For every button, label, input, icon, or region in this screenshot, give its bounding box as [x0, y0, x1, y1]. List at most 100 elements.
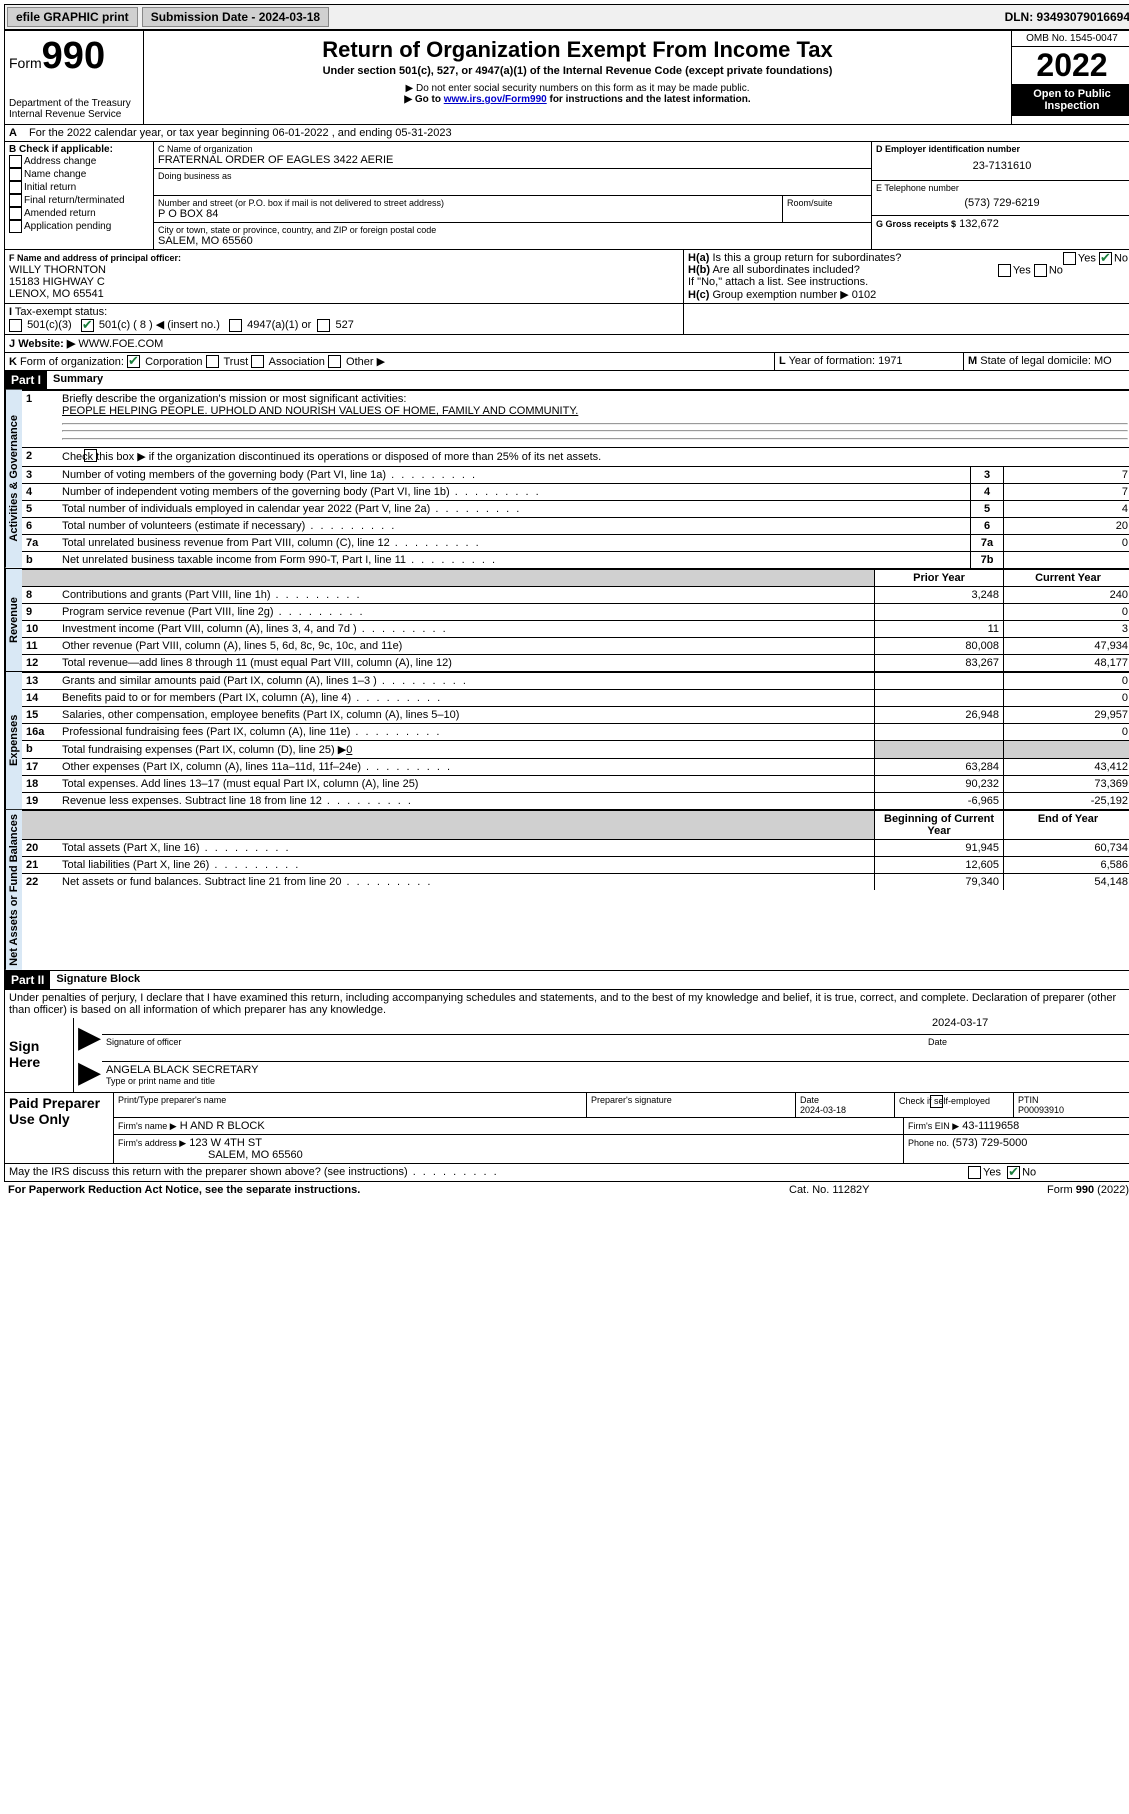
form-org-block: K Form of organization: Corporation Trus…	[4, 353, 1129, 372]
firm-phone: (573) 729-5000	[952, 1137, 1027, 1149]
checkbox-corp[interactable]	[127, 355, 140, 368]
efile-print-button[interactable]: efile GRAPHIC print	[7, 7, 138, 27]
label-city: City or town, state or province, country…	[158, 225, 867, 235]
dln-label: DLN: 93493079016694	[1005, 10, 1129, 24]
c12: 48,177	[1004, 654, 1129, 671]
form-subtitle: Under section 501(c), 527, or 4947(a)(1)…	[148, 65, 1007, 77]
form-ref-num: 990	[1076, 1184, 1094, 1196]
checkbox-501c[interactable]	[81, 319, 94, 332]
c21: 6,586	[1004, 856, 1129, 873]
q16b-label: Total fundraising expenses (Part IX, col…	[62, 744, 346, 756]
checkbox-discontinued[interactable]	[84, 449, 97, 462]
discuss-no: No	[1022, 1166, 1036, 1178]
note-link: ▶ Go to www.irs.gov/Form990 for instruct…	[148, 94, 1007, 105]
label-assoc: Association	[269, 356, 325, 368]
officer-addr1: 15183 HIGHWAY C	[9, 276, 105, 288]
label-4947: 4947(a)(1) or	[247, 319, 311, 331]
firm-addr-label: Firm's address ▶	[118, 1138, 186, 1148]
text-ha: Is this a group return for subordinates?	[712, 252, 901, 264]
tax-status-block: I Tax-exempt status: 501(c)(3) 501(c) ( …	[4, 304, 1129, 335]
sign-date-label: Date	[928, 1037, 1128, 1047]
v3: 7	[1004, 466, 1129, 483]
q5-label: Total number of individuals employed in …	[62, 503, 430, 515]
label-501c3: 501(c)(3)	[27, 319, 72, 331]
checkbox-trust[interactable]	[206, 355, 219, 368]
sign-here-label: Sign Here	[5, 1018, 74, 1092]
netassets-table: Beginning of Current YearEnd of Year 20T…	[22, 810, 1129, 890]
checkbox-application-pending[interactable]	[9, 220, 22, 233]
checkbox-hb-yes[interactable]	[998, 264, 1011, 277]
header-current: Current Year	[1004, 569, 1129, 586]
c22: 54,148	[1004, 873, 1129, 890]
q3-label: Number of voting members of the governin…	[62, 469, 386, 481]
label-phone: E Telephone number	[876, 183, 1128, 193]
q13-label: Grants and similar amounts paid (Part IX…	[62, 675, 377, 687]
label-address-change: Address change	[24, 156, 96, 167]
sign-here-block: Sign Here ▶▶ Signature of officer Date 2…	[4, 1018, 1129, 1093]
officer-group-block: F Name and address of principal officer:…	[4, 250, 1129, 304]
footer-row: For Paperwork Reduction Act Notice, see …	[4, 1182, 1129, 1198]
paperwork-notice: For Paperwork Reduction Act Notice, see …	[8, 1184, 789, 1196]
c13: 0	[1004, 672, 1129, 689]
label-i: I	[9, 306, 12, 318]
label-initial-return: Initial return	[24, 182, 76, 193]
firm-addr2: SALEM, MO 65560	[208, 1149, 303, 1161]
q16b-val: 0	[346, 744, 352, 756]
form-num: 990	[42, 35, 105, 77]
checkbox-501c3[interactable]	[9, 319, 22, 332]
checkbox-other[interactable]	[328, 355, 341, 368]
label-officer: F Name and address of principal officer:	[9, 253, 181, 263]
hc-value: 0102	[852, 289, 876, 301]
type-name-label: Type or print name and title	[106, 1076, 1128, 1086]
note-ssn: ▶ Do not enter social security numbers o…	[148, 83, 1007, 94]
checkbox-ha-yes[interactable]	[1063, 252, 1076, 265]
irs-link[interactable]: www.irs.gov/Form990	[444, 94, 547, 105]
form-word: Form	[9, 55, 42, 71]
checkbox-527[interactable]	[317, 319, 330, 332]
side-netassets: Net Assets or Fund Balances	[5, 810, 22, 970]
label-name-change: Name change	[24, 169, 86, 180]
checkbox-4947[interactable]	[229, 319, 242, 332]
label-no: No	[1114, 252, 1128, 264]
p21: 12,605	[875, 856, 1004, 873]
p10: 11	[875, 620, 1004, 637]
label-m: M	[968, 355, 977, 367]
checkbox-assoc[interactable]	[251, 355, 264, 368]
form-ref: Form 990 (2022)	[989, 1184, 1129, 1196]
checkbox-self-employed[interactable]	[930, 1095, 943, 1108]
firm-name-label: Firm's name ▶	[118, 1121, 177, 1131]
q18-label: Total expenses. Add lines 13–17 (must eq…	[62, 778, 418, 790]
p20: 91,945	[875, 839, 1004, 856]
label-527: 527	[335, 319, 353, 331]
q9-label: Program service revenue (Part VIII, line…	[62, 606, 274, 618]
checkbox-ha-no[interactable]	[1099, 252, 1112, 265]
label-final-return: Final return/terminated	[24, 195, 125, 206]
c15: 29,957	[1004, 706, 1129, 723]
checkbox-name-change[interactable]	[9, 168, 22, 181]
checkbox-final-return[interactable]	[9, 194, 22, 207]
prep-date-label: Date	[800, 1095, 819, 1105]
declaration-text: Under penalties of perjury, I declare th…	[4, 990, 1129, 1018]
checkbox-amended-return[interactable]	[9, 207, 22, 220]
phone-value: (573) 729-6219	[876, 193, 1128, 213]
officer-typed-name: ANGELA BLACK SECRETARY	[106, 1064, 1128, 1076]
q7b-label: Net unrelated business taxable income fr…	[62, 554, 406, 566]
ptin-label: PTIN	[1018, 1095, 1039, 1105]
checkbox-discuss-yes[interactable]	[968, 1166, 981, 1179]
checkbox-discuss-no[interactable]	[1007, 1166, 1020, 1179]
p22: 79,340	[875, 873, 1004, 890]
checkbox-initial-return[interactable]	[9, 181, 22, 194]
website-url: WWW.FOE.COM	[78, 338, 163, 350]
part2-title: Signature Block	[50, 971, 146, 989]
checkbox-hb-no[interactable]	[1034, 264, 1047, 277]
officer-name: WILLY THORNTON	[9, 264, 106, 276]
checkbox-address-change[interactable]	[9, 155, 22, 168]
p17: 63,284	[875, 758, 1004, 775]
p16a	[875, 723, 1004, 740]
tax-year: 2022	[1012, 47, 1129, 84]
p9	[875, 603, 1004, 620]
label-other: Other ▶	[346, 356, 385, 368]
p8: 3,248	[875, 586, 1004, 603]
submission-date-button[interactable]: Submission Date - 2024-03-18	[142, 7, 329, 27]
label-501c-other: 501(c) ( 8 ) ◀ (insert no.)	[99, 319, 220, 331]
